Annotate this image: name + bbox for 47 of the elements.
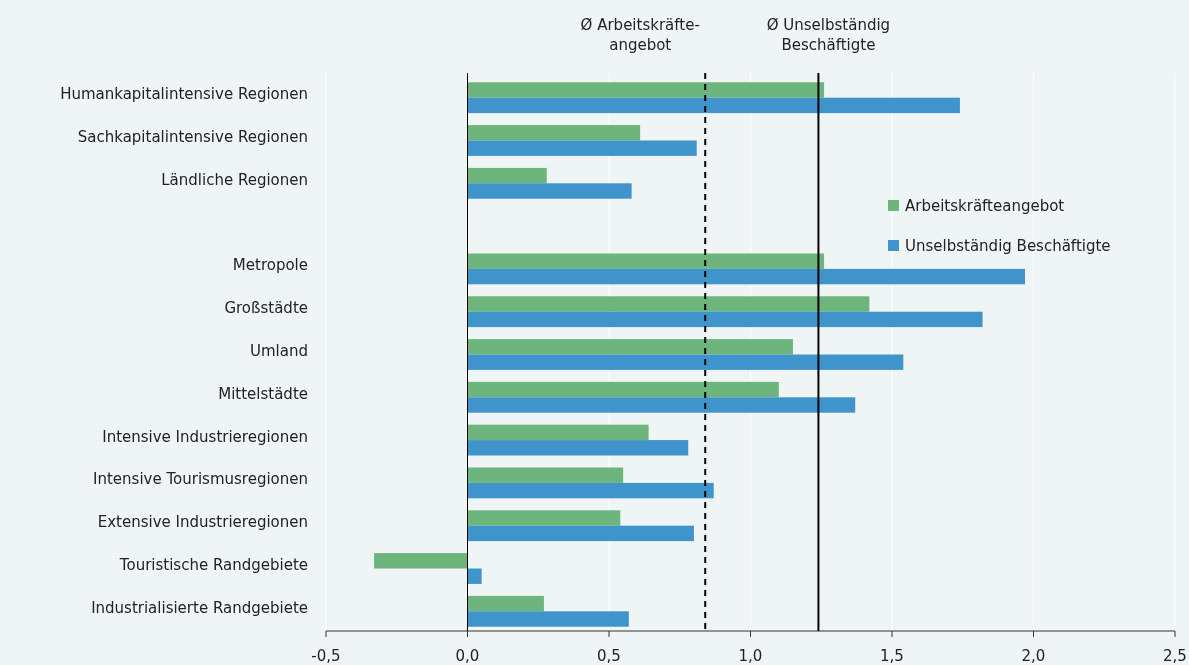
bar xyxy=(467,268,1026,285)
bar xyxy=(467,183,632,199)
bar xyxy=(467,311,983,328)
ref-line-label: Ø Unselbständig Beschäftigte xyxy=(766,16,891,54)
bar xyxy=(467,568,482,584)
bar xyxy=(467,482,714,499)
y-tick-label: Umland xyxy=(250,342,308,360)
x-tick-label: 2,0 xyxy=(1021,647,1046,665)
bar xyxy=(467,253,825,269)
y-tick-label: Industrialisierte Randgebiete xyxy=(91,598,308,617)
bar xyxy=(467,440,689,456)
x-tick-label: 0,5 xyxy=(597,647,621,665)
x-tick-label: 1,0 xyxy=(738,647,763,665)
bar xyxy=(467,354,904,370)
legend-label: Arbeitskräfteangebot xyxy=(905,196,1065,215)
y-tick-label: Großstädte xyxy=(224,299,308,318)
y-tick-label: Touristische Randgebiete xyxy=(118,556,308,575)
bar xyxy=(467,510,621,526)
x-tick-label: 1,5 xyxy=(880,647,904,665)
bar xyxy=(467,339,793,355)
bar xyxy=(467,397,856,413)
y-tick-label: Mittelstädte xyxy=(218,384,308,403)
bar xyxy=(467,611,629,627)
bar xyxy=(467,97,960,114)
y-tick-label: Extensive Industrieregionen xyxy=(97,513,308,532)
y-tick-label: Ländliche Regionen xyxy=(161,170,308,189)
bar xyxy=(467,82,825,98)
bar xyxy=(467,525,694,542)
bar xyxy=(467,424,649,441)
x-tick-label: 2,5 xyxy=(1163,647,1187,665)
bar xyxy=(467,467,624,483)
bar xyxy=(467,167,547,184)
legend-label: Unselbständig Beschäftigte xyxy=(905,236,1111,255)
bar xyxy=(467,125,641,141)
y-tick-label: Intensive Industrieregionen xyxy=(102,427,308,446)
y-tick-label: Sachkapitalintensive Regionen xyxy=(77,127,308,146)
x-tick-label: 0,0 xyxy=(455,647,480,665)
bar xyxy=(374,553,468,569)
bar xyxy=(467,595,544,612)
ref-line-label: Ø Arbeitskräfte- angebot xyxy=(580,16,700,54)
y-tick-label: Intensive Tourismusregionen xyxy=(93,470,308,489)
x-tick-label: -0,5 xyxy=(311,647,341,665)
bar xyxy=(467,381,779,398)
bar xyxy=(467,296,870,312)
y-tick-label: Metropole xyxy=(232,256,308,275)
bar xyxy=(467,140,697,156)
y-tick-label: Humankapitalintensive Regionen xyxy=(60,85,308,104)
